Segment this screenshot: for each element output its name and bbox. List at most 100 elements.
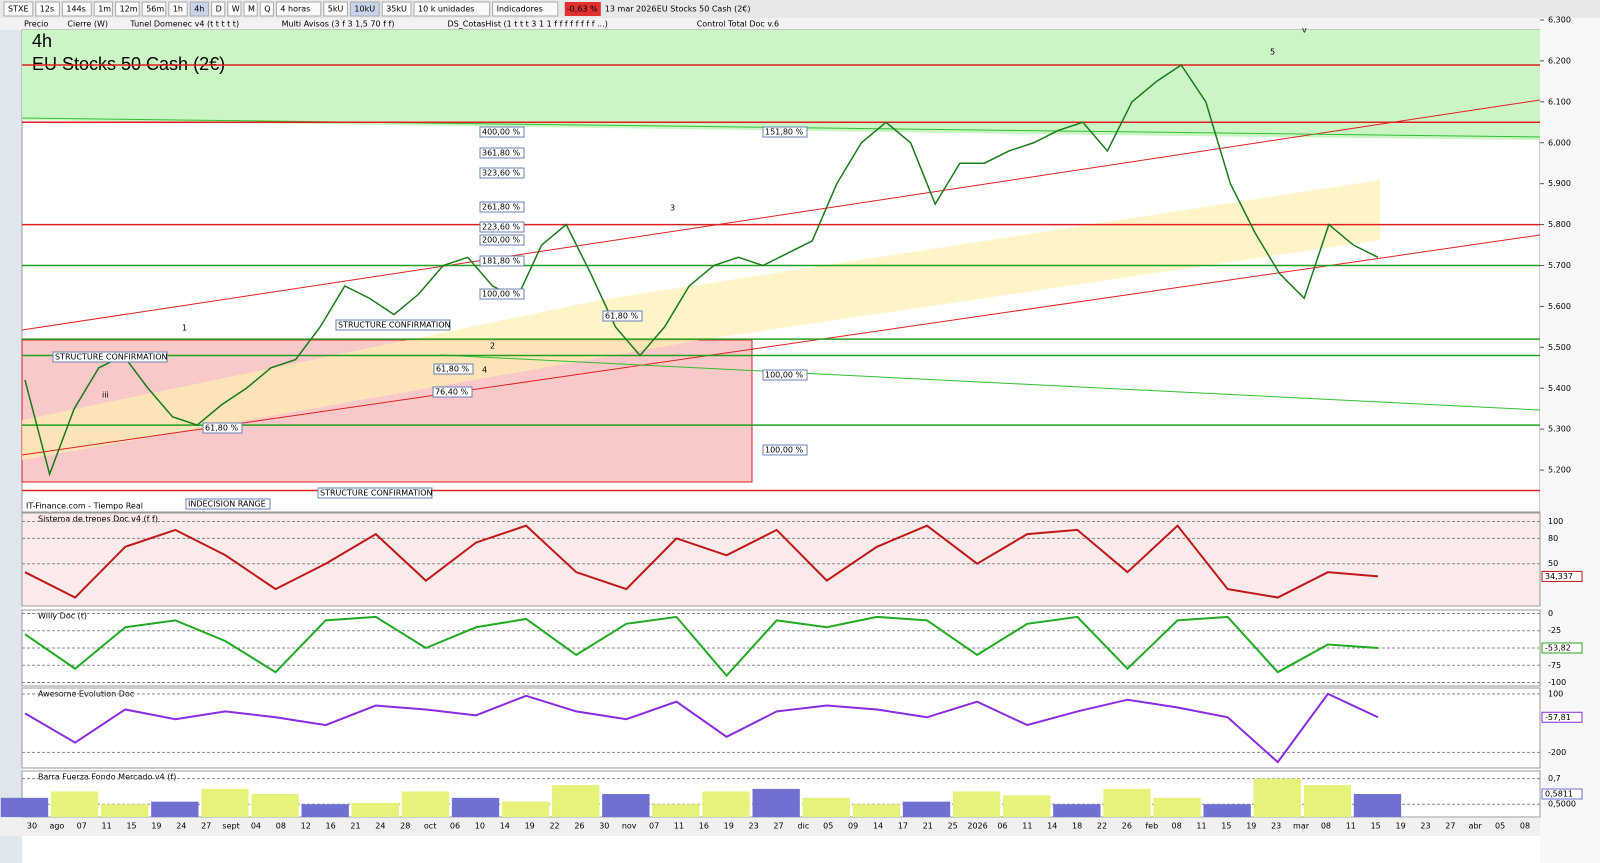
panel-title[interactable]: Barra Fuerza Fondo Mercado v4 (f) xyxy=(38,773,176,782)
last-value: -57,81 xyxy=(1545,713,1571,722)
toolbar-label[interactable]: Q xyxy=(264,5,270,14)
date-label: 08 xyxy=(1172,822,1182,831)
date-label: 27 xyxy=(773,822,783,831)
y-tick-label: 6.300 xyxy=(1548,16,1571,25)
toolbar-button[interactable] xyxy=(61,1,92,17)
date-label: 30 xyxy=(599,822,609,831)
wave-label: iii xyxy=(102,391,109,400)
annotation: 323,60 % xyxy=(482,169,521,178)
toolbar-button[interactable] xyxy=(413,1,491,17)
annotation-box xyxy=(479,255,525,267)
date-label: 26 xyxy=(1122,822,1132,831)
toolbar-label[interactable]: 12m xyxy=(120,5,138,14)
indicator-line xyxy=(24,524,1379,599)
toolbar-label[interactable]: M xyxy=(248,5,255,14)
toolbar-label[interactable]: 4h xyxy=(194,5,204,14)
last-value: 0,5811 xyxy=(1545,790,1573,799)
toolbar-label[interactable]: D xyxy=(216,5,222,14)
toolbar-label[interactable]: 1h xyxy=(173,5,183,14)
toolbar-label[interactable]: 10 k unidades xyxy=(418,5,474,14)
wave-label: 2 xyxy=(490,342,495,351)
chart-title: 4h xyxy=(32,31,52,51)
toolbar-button[interactable] xyxy=(275,1,322,17)
bar xyxy=(652,804,700,817)
toolbar-label[interactable]: 1m xyxy=(98,5,111,14)
tunnel xyxy=(22,180,1380,460)
annotation: INDECISION RANGE xyxy=(188,500,266,509)
y-tick-label: 0,7 xyxy=(1548,774,1561,783)
toolbar-button[interactable] xyxy=(35,1,60,17)
panel-title[interactable]: Sistema de trenes Doc v4 (f f) xyxy=(38,515,158,524)
toolbar-label[interactable]: 144s xyxy=(66,5,85,14)
date-label: 11 xyxy=(674,822,684,831)
last-value-bg xyxy=(1541,570,1583,582)
panel-title[interactable]: Awesome Evolution Doc xyxy=(38,690,134,699)
date-label: 11 xyxy=(1022,822,1032,831)
date-label: 18 xyxy=(1072,822,1082,831)
overlay-name[interactable]: Cierre (W) xyxy=(67,20,108,29)
annotation: 100,00 % xyxy=(765,371,804,380)
source: IT-Finance.com - Tiempo Real xyxy=(26,502,143,511)
toolbar-button[interactable] xyxy=(168,1,188,17)
annotation-box xyxy=(479,167,525,179)
toolbar-label[interactable]: W xyxy=(232,5,240,14)
chart-subtitle: EU Stocks 50 Cash (2€) xyxy=(32,54,225,74)
overlay-bar-bg xyxy=(0,18,1600,30)
date-label: 17 xyxy=(898,822,908,831)
overlay-name[interactable]: Multi Avisos (3 f 3 1,5 70 f f) xyxy=(282,20,395,29)
toolbar-button[interactable] xyxy=(189,1,210,17)
y-tick-label: 5.600 xyxy=(1548,302,1571,311)
toolbar-button[interactable] xyxy=(349,1,380,17)
date-label: 11 xyxy=(1196,822,1206,831)
change-badge xyxy=(564,2,601,16)
annotation-box xyxy=(202,422,243,434)
toolbar-label[interactable]: 5kU xyxy=(328,5,344,14)
toolbar-button[interactable] xyxy=(243,1,258,17)
annotation: 181,80 % xyxy=(482,257,521,266)
trend-line xyxy=(439,354,1541,411)
bar xyxy=(702,791,750,817)
annotation-box xyxy=(762,444,808,456)
toolbar-button[interactable] xyxy=(3,1,34,17)
toolbar-button[interactable] xyxy=(259,1,274,17)
toolbar-button[interactable] xyxy=(492,1,559,17)
date-label: 23 xyxy=(1420,822,1430,831)
toolbar-button[interactable] xyxy=(211,1,226,17)
panel-title[interactable]: Willy Doc (t) xyxy=(38,612,87,621)
toolbar-label[interactable]: 10kU xyxy=(354,5,375,14)
overlay-name[interactable]: DS_CotasHist (1 t t t 3 1 1 f f f f f f … xyxy=(448,20,608,29)
annotation-box xyxy=(479,221,525,233)
toolbar-button[interactable] xyxy=(227,1,242,17)
overlay-name[interactable]: Tunel Domenec v4 (t t t t t) xyxy=(129,20,239,29)
toolbar-button[interactable] xyxy=(93,1,114,17)
indicator-line xyxy=(24,692,1379,764)
date-label: 04 xyxy=(251,822,261,831)
date-label: 15 xyxy=(126,822,136,831)
toolbar-label[interactable]: STXE xyxy=(8,5,29,14)
bar xyxy=(602,794,650,817)
bar xyxy=(1353,794,1402,817)
date-label: 08 xyxy=(1520,822,1530,831)
bar xyxy=(552,785,600,817)
bar xyxy=(1253,778,1301,817)
bar xyxy=(952,791,1001,817)
toolbar-button[interactable] xyxy=(381,1,412,17)
toolbar-button[interactable] xyxy=(115,1,140,17)
date-label: 12 xyxy=(301,822,311,831)
toolbar-label[interactable]: 12s xyxy=(40,5,54,14)
overlay-name[interactable]: Control Total Doc v.6 xyxy=(697,20,779,29)
annotation: 76,40 % xyxy=(435,388,468,397)
overlay-name[interactable]: Precio xyxy=(24,20,48,29)
annotation: 61,80 % xyxy=(205,424,238,433)
annotation: 61,80 % xyxy=(436,365,469,374)
date: 13 mar 2026 xyxy=(605,5,657,14)
toolbar-label[interactable]: 4 horas xyxy=(280,5,310,14)
toolbar-label[interactable]: 56m xyxy=(146,5,164,14)
y-tick-label: 100 xyxy=(1548,517,1563,526)
date-label: 05 xyxy=(1495,822,1505,831)
toolbar-button[interactable] xyxy=(141,1,167,17)
toolbar-label[interactable]: 35kU xyxy=(386,5,407,14)
toolbar-button[interactable] xyxy=(323,1,348,17)
toolbar-label[interactable]: Indicadores xyxy=(497,5,543,14)
